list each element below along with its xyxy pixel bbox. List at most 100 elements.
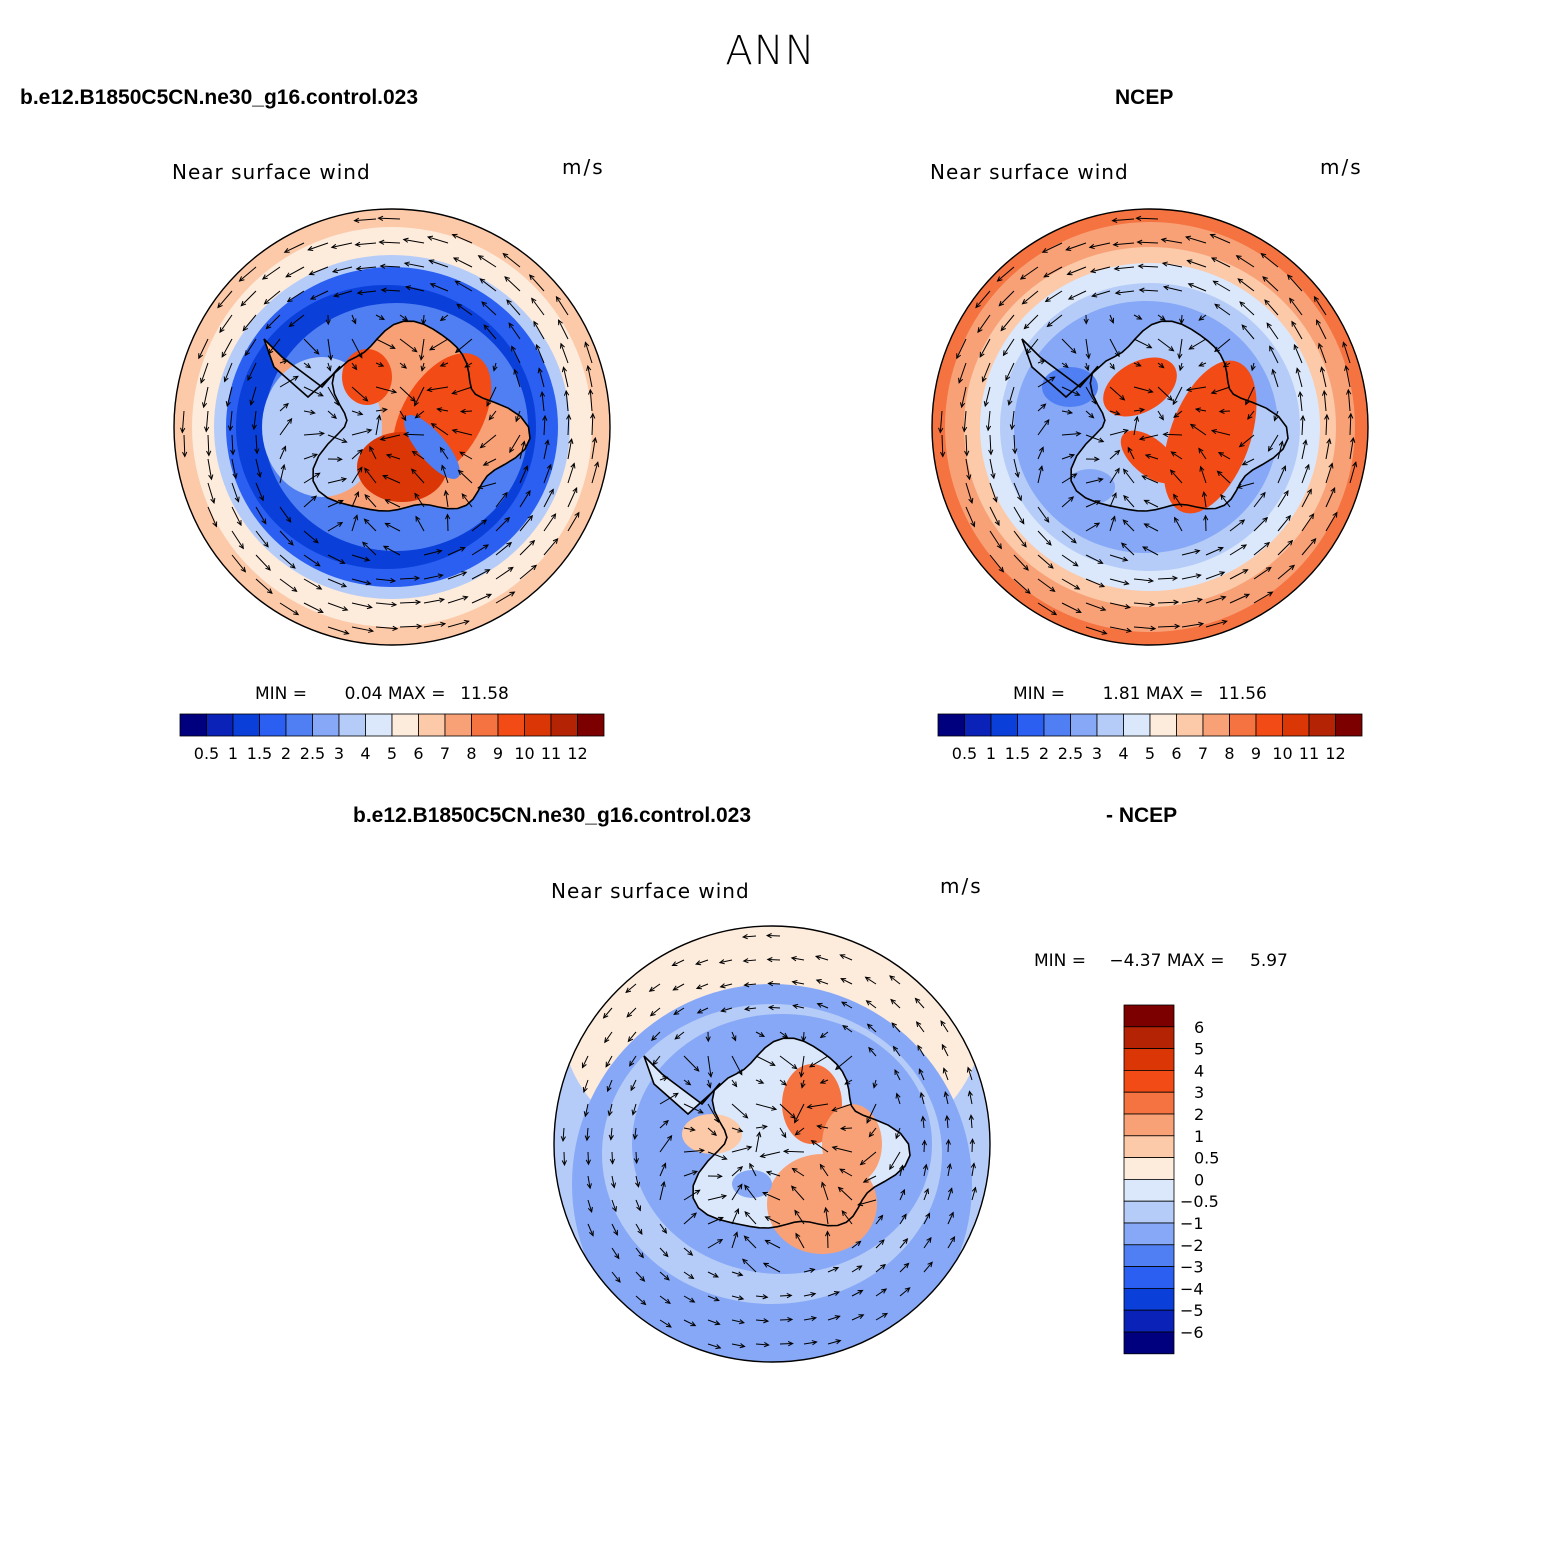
colorbar-tick-label: 4 <box>1118 744 1128 763</box>
colorbar-tick-label: −2 <box>1180 1236 1204 1255</box>
obs-max-label: MAX = <box>1145 684 1204 704</box>
colorbar-tick-label: 2.5 <box>1058 744 1083 763</box>
model-minmax: MIN = 0.04 MAX = 11.58 <box>255 684 509 704</box>
colorbar-box <box>1176 713 1204 737</box>
coastline <box>1021 320 1289 512</box>
colorbar-tick-label: 0.5 <box>194 744 219 763</box>
colorbar-tick-label: 1.5 <box>1005 744 1030 763</box>
wind-vectors <box>560 933 977 1350</box>
colorbar-box <box>550 713 578 737</box>
obs-panel-label: Near surface wind <box>930 160 1129 184</box>
colorbar-box <box>1308 713 1336 737</box>
colorbar-tick-label: 8 <box>466 744 476 763</box>
colorbar-box <box>577 713 605 737</box>
colorbar-box <box>179 713 207 737</box>
colorbar-box <box>1123 1200 1175 1224</box>
colorbar-tick-label: 12 <box>1325 744 1345 763</box>
diff-min-label: MIN = <box>1034 951 1087 971</box>
colorbar-box <box>1123 1026 1175 1049</box>
colorbar-box <box>937 713 965 737</box>
colorbar-tick-label: 3 <box>334 744 344 763</box>
colorbar-tick-label: 0.5 <box>952 744 977 763</box>
field-layer <box>554 926 990 1362</box>
colorbar-box <box>1282 713 1310 737</box>
diff-wind-map <box>553 925 991 1363</box>
colorbar-box <box>1123 713 1151 737</box>
colorbar-box <box>338 713 366 737</box>
colorbar-tick-label: 4 <box>360 744 370 763</box>
colorbar-box <box>497 713 525 737</box>
colorbar-box <box>1202 713 1230 737</box>
diff-colorbar: 6 5 4 3 2 1 0.5 0 −0.5 −1 −2 −3 −4 −5 −6 <box>1123 1004 1219 1355</box>
colorbar-box <box>1123 1331 1175 1355</box>
colorbar-box <box>1123 1135 1175 1159</box>
colorbar-tick-label: 6 <box>413 744 423 763</box>
colorbar-tick-label: 10 <box>514 744 534 763</box>
colorbar-box <box>259 713 287 737</box>
colorbar-box <box>524 713 552 737</box>
colorbar-box <box>1123 1157 1175 1180</box>
colorbar-tick-label: 4 <box>1194 1061 1204 1080</box>
model-units: m/s <box>562 155 605 179</box>
model-max-value: 11.58 <box>460 684 509 704</box>
colorbar-tick-label: 1 <box>986 744 996 763</box>
colorbar-box <box>1149 713 1177 737</box>
model-case-title: b.e12.B1850C5CN.ne30_g16.control.023 <box>20 86 419 109</box>
map-boundary <box>931 208 1369 646</box>
colorbar-tick-label: 3 <box>1194 1083 1204 1102</box>
map-boundary <box>173 208 611 646</box>
colorbar-tick-label: 0.5 <box>1194 1149 1219 1168</box>
colorbar-tick-label: 6 <box>1194 1018 1204 1037</box>
colorbar-tick-label: 5 <box>1194 1040 1204 1059</box>
colorbar-tick-label: 2.5 <box>300 744 325 763</box>
colorbar-tick-label: 1 <box>1194 1127 1204 1146</box>
map-boundary <box>553 925 991 1363</box>
colorbar-box <box>206 713 234 737</box>
colorbar-tick-label: 6 <box>1171 744 1181 763</box>
model-wind-map <box>173 208 611 646</box>
colorbar-tick-label: −0.5 <box>1180 1192 1219 1211</box>
colorbar-tick-label: −6 <box>1180 1323 1204 1342</box>
diff-max-label: MAX = <box>1166 951 1225 971</box>
model-colorbar: 0.5 1 1.5 2 2.5 3 4 5 6 7 8 9 10 11 12 <box>179 713 605 763</box>
colorbar-box <box>471 713 499 737</box>
obs-case-title: NCEP <box>1115 86 1174 109</box>
colorbar-box <box>232 713 260 737</box>
colorbar-box <box>1123 1004 1175 1028</box>
colorbar-tick-label: −3 <box>1180 1258 1204 1277</box>
colorbar-box <box>990 713 1018 737</box>
obs-wind-map <box>931 208 1369 646</box>
coastline <box>643 1037 911 1229</box>
colorbar-tick-label: 10 <box>1272 744 1292 763</box>
colorbar-box <box>1123 1309 1175 1333</box>
obs-min-value: 1.81 <box>1102 684 1141 704</box>
colorbar-tick-label: −4 <box>1180 1279 1204 1298</box>
colorbar-tick-label: 11 <box>1299 744 1319 763</box>
colorbar-tick-label: 8 <box>1224 744 1234 763</box>
model-panel-label: Near surface wind <box>172 160 371 184</box>
colorbar-box <box>1123 1048 1175 1071</box>
colorbar-box <box>1123 1222 1175 1246</box>
colorbar-tick-label: 9 <box>1251 744 1261 763</box>
diff-case-title-2: - NCEP <box>1106 804 1178 827</box>
colorbar-box <box>1123 1244 1175 1268</box>
colorbar-box <box>444 713 472 737</box>
model-max-label: MAX = <box>387 684 446 704</box>
diff-case-title: b.e12.B1850C5CN.ne30_g16.control.023 <box>353 804 752 827</box>
colorbar-box <box>1123 1287 1175 1311</box>
obs-max-value: 11.56 <box>1218 684 1267 704</box>
colorbar-box <box>365 713 393 737</box>
diff-min-value: −4.37 <box>1109 951 1162 971</box>
colorbar-tick-label: 1 <box>228 744 238 763</box>
colorbar-box <box>1335 713 1363 737</box>
colorbar-box <box>1229 713 1257 737</box>
colorbar-box <box>418 713 446 737</box>
colorbar-tick-label: 7 <box>440 744 450 763</box>
obs-min-label: MIN = <box>1013 684 1066 704</box>
colorbar-box <box>312 713 340 737</box>
obs-minmax: MIN = 1.81 MAX = 11.56 <box>1013 684 1267 704</box>
colorbar-tick-label: 2 <box>1194 1105 1204 1124</box>
colorbar-box <box>1123 1091 1175 1115</box>
colorbar-tick-label: 9 <box>493 744 503 763</box>
colorbar-box <box>1123 1113 1175 1137</box>
